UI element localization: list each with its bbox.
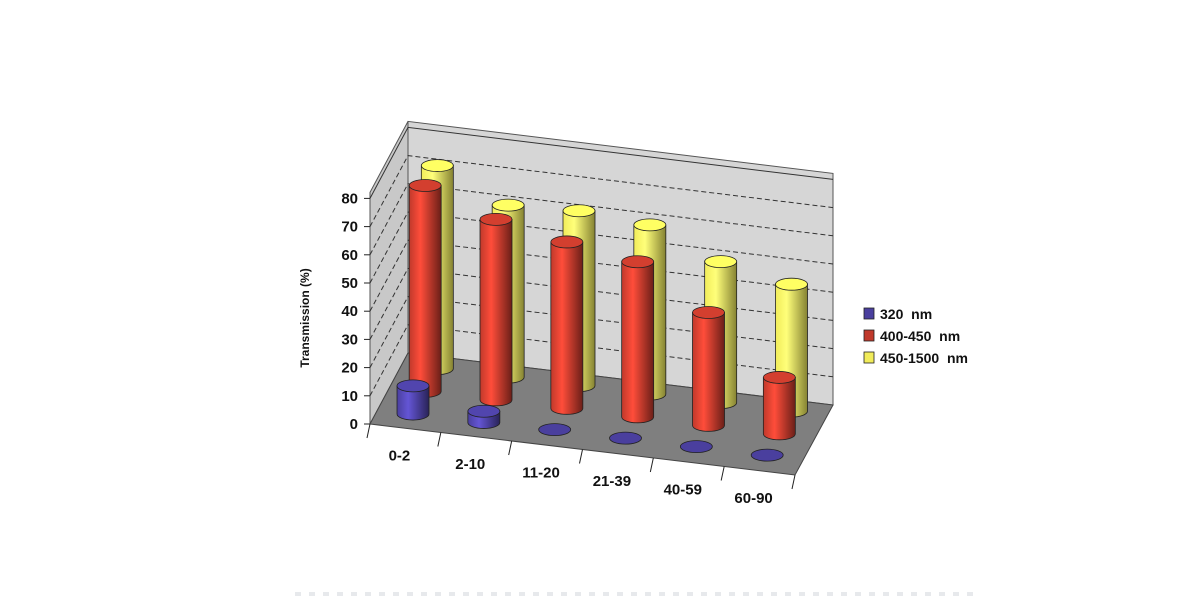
x-tick-label: 2-10 (455, 456, 485, 473)
bar-body (396, 385, 430, 421)
bar-top (396, 379, 430, 393)
y-tick-label: 20 (341, 360, 358, 377)
bar-body (692, 312, 725, 432)
bar-top (550, 235, 584, 249)
x-tick-mark (366, 423, 371, 439)
legend: 320 nm 400-450 nm 450-1500 nm (863, 306, 968, 366)
y-axis-title: Transmission (%) (298, 268, 312, 367)
y-tick-label: 0 (350, 416, 358, 433)
bar-top (692, 306, 725, 319)
gridline (369, 267, 834, 340)
bar-top (491, 198, 525, 212)
x-axis-labels: 0-2 2-10 11-20 21-39 40-59 60-90 (366, 423, 796, 507)
bar (467, 404, 501, 429)
bar-top (562, 204, 596, 218)
bar-body (408, 185, 442, 398)
y-tick-label: 30 (341, 331, 358, 348)
x-tick-mark (720, 466, 725, 481)
x-tick-mark (791, 474, 796, 490)
bar-body (550, 241, 584, 415)
bar (538, 423, 572, 437)
gridline (369, 211, 834, 284)
bar-top (679, 440, 713, 454)
bar-top (538, 423, 572, 437)
y-tick-label: 60 (341, 247, 358, 264)
bar-top (775, 277, 808, 291)
x-tick-label: 0-2 (389, 447, 411, 464)
bar (396, 379, 430, 421)
gridlines (369, 126, 834, 397)
legend-swatch (863, 329, 875, 342)
gridline (369, 324, 834, 397)
scan-artifact (295, 592, 975, 596)
bar-body (621, 261, 655, 424)
y-tick-label: 10 (341, 388, 358, 405)
x-tick-mark (437, 432, 442, 447)
bar-top (750, 448, 784, 462)
x-tick-mark (579, 449, 583, 464)
bar-body (762, 377, 796, 441)
bar (621, 255, 655, 424)
gridline (369, 239, 834, 312)
bar (550, 235, 584, 415)
y-tick-label: 50 (341, 275, 358, 292)
x-tick-label: 60-90 (734, 490, 772, 507)
legend-label: 320 nm (880, 306, 932, 322)
bar-top (479, 212, 513, 226)
x-tick-label: 11-20 (522, 464, 560, 481)
y-axis-ticks: 0 10 20 30 40 50 60 70 80 (341, 190, 370, 433)
bar-top (609, 431, 642, 445)
bar-top (420, 159, 454, 172)
bar-top (408, 179, 442, 192)
bar (609, 431, 642, 445)
bar-top (467, 404, 501, 418)
gridline (369, 183, 834, 256)
gridline (369, 296, 834, 368)
x-tick-mark (649, 457, 654, 473)
bar (479, 212, 513, 407)
x-tick-label: 21-39 (593, 473, 631, 490)
bar-body (479, 218, 513, 407)
y-tick-label: 40 (341, 303, 358, 320)
legend-swatch (863, 351, 875, 364)
bars (396, 159, 808, 462)
bar (762, 371, 796, 441)
x-tick-label: 40-59 (664, 481, 702, 498)
bar-top (633, 218, 667, 232)
legend-label: 450-1500 nm (880, 350, 968, 366)
legend-swatch (863, 307, 875, 320)
y-tick-label: 80 (341, 190, 358, 207)
x-tick-mark (508, 440, 513, 456)
legend-label: 400-450 nm (880, 328, 960, 344)
bar (750, 448, 784, 462)
bar-top (762, 371, 796, 384)
bar-top (621, 255, 655, 269)
gridline (369, 126, 834, 199)
bar (408, 179, 442, 398)
gridline (369, 155, 834, 227)
bar (692, 306, 725, 432)
bar-top (704, 255, 738, 269)
y-tick-label: 70 (341, 219, 358, 236)
bar (679, 440, 713, 454)
